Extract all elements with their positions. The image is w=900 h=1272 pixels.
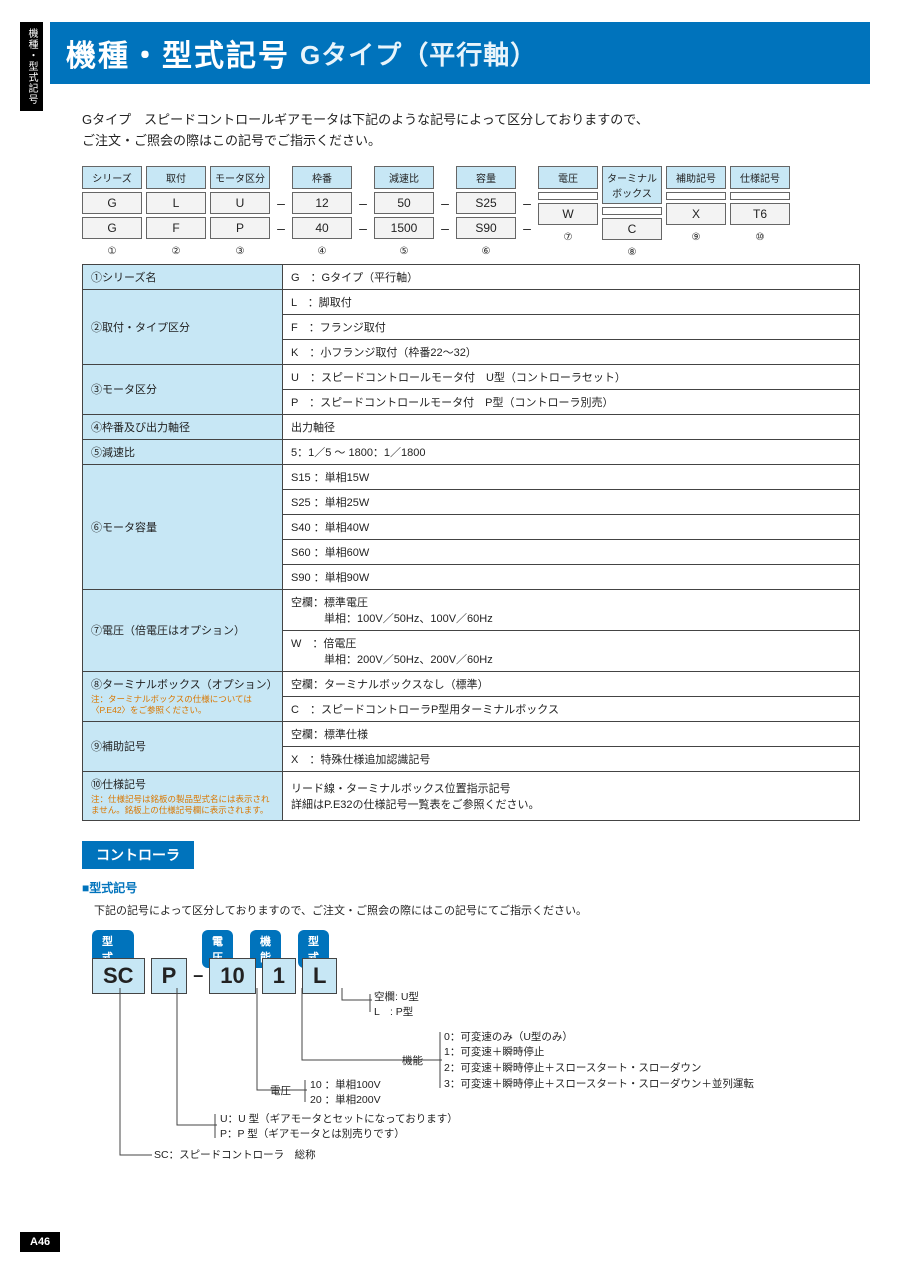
grid-header: モータ区分: [210, 166, 270, 189]
table-value: S90 ：単相90W: [283, 564, 860, 589]
table-label: ⑤減速比: [83, 439, 283, 464]
controller-heading: コントローラ: [82, 841, 194, 869]
table-value: P ：スピードコントロールモータ付 P型（コントローラ別売）: [283, 389, 860, 414]
table-value: W ：倍電圧 単相：200V／50Hz、200V／60Hz: [283, 630, 860, 671]
title-sub: Gタイプ（平行軸）: [300, 35, 537, 72]
controller-desc: 下記の記号によって区分しておりますので、ご注文・ご照会の際にはこの記号にてご指示…: [94, 902, 860, 918]
grid-cell: U: [210, 192, 270, 214]
grid-cell: T6: [730, 203, 790, 225]
specification-table: ①シリーズ名G ：Gタイプ（平行軸）②取付・タイプ区分L ：脚取付F ：フランジ…: [82, 264, 860, 821]
controller-diagram: 型 式電圧機能型式 SCP–101L 空欄: U型 L : P型: [92, 930, 860, 1190]
grid-cell: [602, 207, 662, 215]
legend-func-label: 機能: [402, 1054, 423, 1070]
table-label: ⑧ターミナルボックス（オプション）注：ターミナルボックスの仕様については〈P.E…: [83, 671, 283, 721]
grid-header: 取付: [146, 166, 206, 189]
table-value: 5：1／5 〜 1800：1／1800: [283, 439, 860, 464]
table-label: ③モータ区分: [83, 364, 283, 414]
table-value: S40 ：単相40W: [283, 514, 860, 539]
grid-header: 容量: [456, 166, 516, 189]
table-value: S25 ：単相25W: [283, 489, 860, 514]
model-code-grid: シリーズGG①取付LF②モータ区分UP③––枠番1240④––減速比501500…: [82, 166, 860, 258]
grid-header: ターミナル ボックス: [602, 166, 662, 204]
grid-cell: 12: [292, 192, 352, 214]
table-value: S60 ：単相60W: [283, 539, 860, 564]
table-label: ⑦電圧（倍電圧はオプション）: [83, 589, 283, 671]
legend-volt: 10 ：単相100V 20 ：単相200V: [310, 1078, 381, 1110]
grid-header: 補助記号: [666, 166, 726, 189]
grid-cell: S25: [456, 192, 516, 214]
legend-volt-label: 電圧: [270, 1084, 291, 1100]
grid-cell: G: [82, 192, 142, 214]
grid-cell: [538, 192, 598, 200]
grid-cell: G: [82, 217, 142, 239]
grid-cell: 40: [292, 217, 352, 239]
table-value: K ：小フランジ取付（枠番22〜32）: [283, 339, 860, 364]
table-value: C ：スピードコントローラP型用ターミナルボックス: [283, 696, 860, 721]
code-box: 1: [262, 958, 296, 994]
grid-cell: C: [602, 218, 662, 240]
legend-type: 空欄: U型 L : P型: [374, 990, 419, 1022]
page-number: A46: [20, 1232, 60, 1252]
table-value: 出力軸径: [283, 414, 860, 439]
grid-header: 仕様記号: [730, 166, 790, 189]
table-value: U ：スピードコントロールモータ付 U型（コントローラセット）: [283, 364, 860, 389]
grid-cell: S90: [456, 217, 516, 239]
table-label: ⑥モータ容量: [83, 464, 283, 589]
grid-num: ⑦: [538, 232, 598, 243]
code-box: SC: [92, 958, 145, 994]
grid-num: ⑤: [374, 246, 434, 257]
table-value: リード線・ターミナルボックス位置指示記号 詳細はP.E32の仕様記号一覧表をご参…: [283, 771, 860, 820]
table-label: ④枠番及び出力軸径: [83, 414, 283, 439]
legend-func: 0：可変速のみ（U型のみ） 1：可変速＋瞬時停止 2：可変速＋瞬時停止＋スロース…: [444, 1030, 754, 1093]
legend-up: U：U 型（ギアモータとセットになっております） P：P 型（ギアモータとは別売…: [220, 1112, 458, 1144]
grid-cell: F: [146, 217, 206, 239]
table-value: 空欄：標準仕様: [283, 721, 860, 746]
code-box: L: [302, 958, 337, 994]
grid-num: ②: [146, 246, 206, 257]
grid-cell: 50: [374, 192, 434, 214]
title-bar: 機種・型式記号 Gタイプ（平行軸）: [50, 22, 870, 84]
grid-num: ④: [292, 246, 352, 257]
grid-cell: X: [666, 203, 726, 225]
grid-header: 電圧: [538, 166, 598, 189]
side-tab: 機種・型式記号: [20, 22, 43, 111]
grid-cell: [666, 192, 726, 200]
table-label: ①シリーズ名: [83, 264, 283, 289]
table-value: 空欄：ターミナルボックスなし（標準）: [283, 671, 860, 696]
grid-num: ⑥: [456, 246, 516, 257]
table-label: ⑨補助記号: [83, 721, 283, 771]
grid-header: 枠番: [292, 166, 352, 189]
grid-num: ⑧: [602, 247, 662, 258]
intro-text: Gタイプ スピードコントロールギアモータは下記のような記号によって区分しておりま…: [82, 110, 860, 152]
grid-num: ⑩: [730, 232, 790, 243]
grid-cell: [730, 192, 790, 200]
code-box: P: [151, 958, 188, 994]
table-value: 空欄：標準電圧 単相：100V／50Hz、100V／60Hz: [283, 589, 860, 630]
grid-cell: W: [538, 203, 598, 225]
grid-header: シリーズ: [82, 166, 142, 189]
table-value: F ：フランジ取付: [283, 314, 860, 339]
grid-cell: L: [146, 192, 206, 214]
grid-cell: 1500: [374, 217, 434, 239]
table-label: ②取付・タイプ区分: [83, 289, 283, 364]
model-code-subhead: ■型式記号: [82, 879, 860, 896]
grid-num: ①: [82, 246, 142, 257]
table-label: ⑩仕様記号注：仕様記号は銘板の製品型式名には表示されません。銘板上の仕様記号欄に…: [83, 771, 283, 820]
table-value: L ：脚取付: [283, 289, 860, 314]
title-main: 機種・型式記号: [66, 31, 290, 75]
grid-num: ③: [210, 246, 270, 257]
grid-cell: P: [210, 217, 270, 239]
table-value: X ：特殊仕様追加認識記号: [283, 746, 860, 771]
legend-sc: SC：スピードコントローラ 総称: [154, 1148, 316, 1164]
grid-num: ⑨: [666, 232, 726, 243]
table-value: G ：Gタイプ（平行軸）: [283, 264, 860, 289]
code-box: 10: [209, 958, 255, 994]
grid-header: 減速比: [374, 166, 434, 189]
table-value: S15 ：単相15W: [283, 464, 860, 489]
